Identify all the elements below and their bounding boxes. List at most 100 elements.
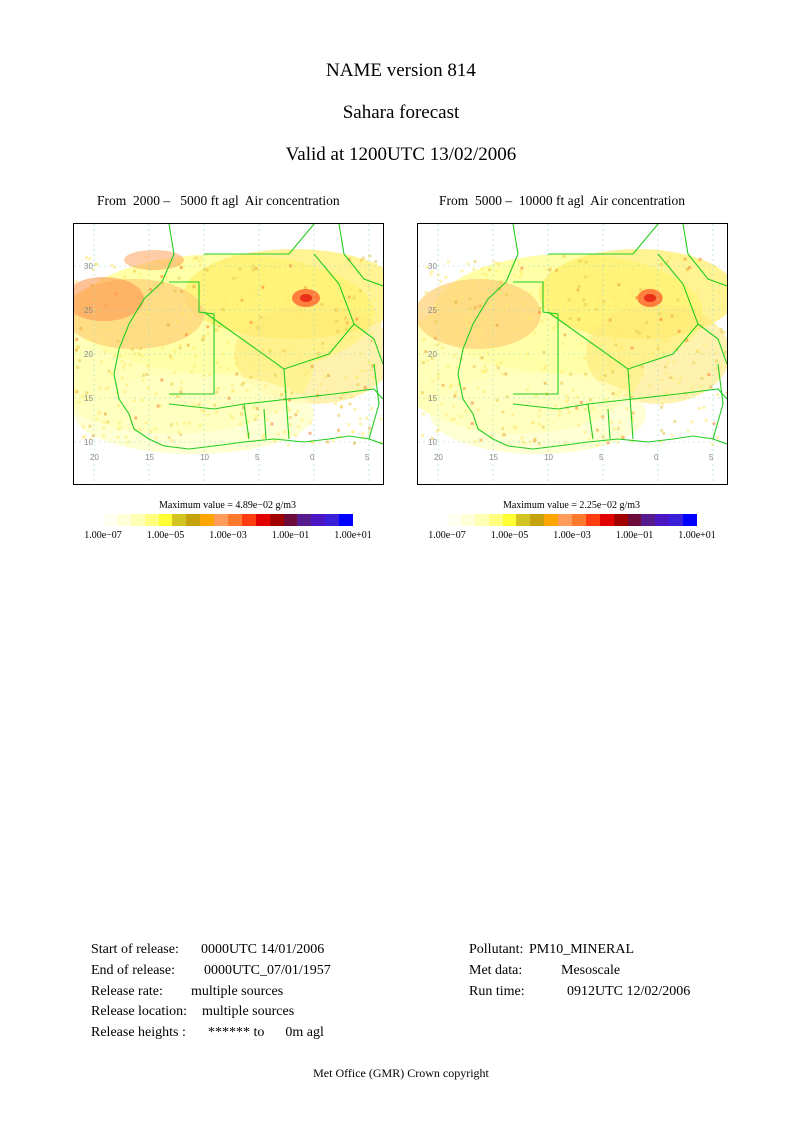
colorbar-swatch bbox=[214, 514, 229, 526]
colorbar-swatch bbox=[311, 514, 326, 526]
run-time-value: 0912UTC 12/02/2006 bbox=[567, 984, 691, 999]
dust-plume-layer bbox=[418, 249, 727, 454]
longitude-label: 20 bbox=[434, 453, 443, 462]
colorbar-swatch bbox=[339, 514, 354, 526]
border-libya-chad bbox=[697, 323, 727, 365]
colorbar-swatch bbox=[130, 514, 145, 526]
release-heights-label: Release heights : bbox=[91, 1025, 186, 1040]
panel-2-title: From 5000 – 10000 ft agl Air concentrati… bbox=[439, 193, 685, 208]
border-algeria-north bbox=[548, 224, 659, 255]
colorbar-swatch bbox=[200, 514, 215, 526]
pollutant-label: Pollutant: bbox=[469, 942, 524, 957]
longitude-label: 20 bbox=[90, 453, 99, 462]
border-ghana bbox=[587, 403, 594, 440]
release-rate-value: multiple sources bbox=[191, 984, 284, 999]
latitude-label: 20 bbox=[428, 350, 437, 359]
longitude-label: 5 bbox=[255, 453, 260, 462]
colorbar-tick-label: 1.00e−07 bbox=[84, 530, 122, 541]
colorbar-swatch bbox=[447, 514, 461, 526]
release-rate-label: Release rate: bbox=[91, 984, 163, 999]
colorbar-swatch bbox=[325, 514, 340, 526]
border-chad-east bbox=[368, 363, 380, 440]
colorbar-swatch bbox=[283, 514, 298, 526]
longitude-label: 5 bbox=[709, 453, 714, 462]
longitude-label: 15 bbox=[145, 453, 154, 462]
met-data-label: Met data: bbox=[469, 963, 523, 978]
release-location-label: Release location: bbox=[91, 1004, 188, 1019]
panel-1-title: From 2000 – 5000 ft agl Air concentratio… bbox=[97, 193, 340, 208]
dust-plume-layer bbox=[74, 249, 383, 454]
border-niger-nigeria bbox=[632, 388, 727, 400]
colorbar-swatch bbox=[683, 514, 698, 526]
map-axis-labels: 30 25 20 15 10 20 15 10 5 0 5 bbox=[428, 262, 714, 462]
border-western-sahara-mauritania bbox=[169, 281, 215, 395]
latitude-label: 25 bbox=[84, 306, 93, 315]
latitude-label: 30 bbox=[84, 262, 93, 271]
run-time-label: Run time: bbox=[469, 984, 525, 999]
colorbar-tick-label: 1.00e−03 bbox=[209, 530, 247, 541]
latitude-label: 10 bbox=[428, 438, 437, 447]
latitude-label: 25 bbox=[428, 306, 437, 315]
border-togo bbox=[607, 408, 611, 440]
met-data-value: Mesoscale bbox=[561, 963, 621, 978]
border-libya-egypt bbox=[338, 224, 383, 287]
release-heights-value: ****** to 0m agl bbox=[208, 1025, 324, 1040]
border-sahel-south bbox=[168, 398, 290, 410]
longitude-label: 0 bbox=[654, 453, 659, 462]
colorbar-swatch bbox=[544, 514, 559, 526]
border-chad-east bbox=[712, 363, 724, 440]
colorbar-swatch bbox=[627, 514, 642, 526]
colorbar-swatch bbox=[186, 514, 201, 526]
border-togo bbox=[263, 408, 267, 440]
colorbar-swatch bbox=[144, 514, 159, 526]
colorbar-swatch bbox=[103, 514, 117, 526]
colorbar-tick-label: 1.00e−03 bbox=[553, 530, 591, 541]
colorbar-swatch bbox=[585, 514, 600, 526]
panel-1-map: 30 25 20 15 10 20 15 10 5 0 5 bbox=[73, 223, 384, 485]
longitude-label: 10 bbox=[544, 453, 553, 462]
footer-copyright: Met Office (GMR) Crown copyright bbox=[313, 1066, 489, 1080]
border-sahel-south bbox=[512, 398, 634, 410]
colorbar-swatch bbox=[516, 514, 531, 526]
colorbar-swatch bbox=[297, 514, 312, 526]
figure-subtitle: Sahara forecast bbox=[342, 102, 460, 123]
map-axis-labels: 30 25 20 15 10 20 15 10 5 0 5 bbox=[84, 262, 370, 462]
colorbar-swatch bbox=[488, 514, 503, 526]
border-libya-chad bbox=[353, 323, 383, 365]
colorbar-tick-label: 1.00e+01 bbox=[334, 530, 372, 541]
colorbar-tick-label: 1.00e−01 bbox=[271, 530, 310, 541]
colorbar-swatch bbox=[460, 514, 475, 526]
colorbar-swatch bbox=[655, 514, 670, 526]
panel-2-map: 30 25 20 15 10 20 15 10 5 0 5 bbox=[417, 223, 728, 485]
end-release-label: End of release: bbox=[91, 963, 175, 978]
colorbar-swatch bbox=[641, 514, 656, 526]
colorbar-swatch bbox=[502, 514, 517, 526]
colorbar-swatch bbox=[116, 514, 131, 526]
colorbar-tick-label: 1.00e+01 bbox=[678, 530, 716, 541]
colorbar-swatch bbox=[613, 514, 628, 526]
colorbar-swatch bbox=[669, 514, 684, 526]
colorbar-swatch bbox=[241, 514, 256, 526]
release-location-value: multiple sources bbox=[202, 1004, 295, 1019]
border-ghana bbox=[243, 403, 250, 440]
border-algeria-north bbox=[204, 224, 315, 255]
colorbar-swatch bbox=[572, 514, 586, 526]
longitude-label: 5 bbox=[599, 453, 604, 462]
longitude-label: 0 bbox=[310, 453, 315, 462]
coastline bbox=[457, 224, 727, 450]
country-borders bbox=[457, 224, 727, 450]
country-borders bbox=[113, 224, 383, 450]
latitude-label: 30 bbox=[428, 262, 437, 271]
colorbar-tick-label: 1.00e−05 bbox=[146, 530, 185, 541]
colorbar-swatch bbox=[158, 514, 173, 526]
colorbar-tick-label: 1.00e−01 bbox=[615, 530, 654, 541]
border-western-sahara-mauritania bbox=[513, 281, 559, 395]
longitude-label: 10 bbox=[200, 453, 209, 462]
latitude-label: 15 bbox=[84, 394, 93, 403]
colorbar-tick-label: 1.00e−05 bbox=[490, 530, 529, 541]
panel-1-max-value: Maximum value = 4.89e−02 g/m3 bbox=[158, 500, 297, 511]
colorbar-swatch bbox=[228, 514, 242, 526]
end-release-value: 0000UTC_07/01/1957 bbox=[204, 963, 331, 978]
panel-2-max-value: Maximum value = 2.25e−02 g/m3 bbox=[502, 500, 641, 511]
colorbar-swatch bbox=[530, 514, 545, 526]
